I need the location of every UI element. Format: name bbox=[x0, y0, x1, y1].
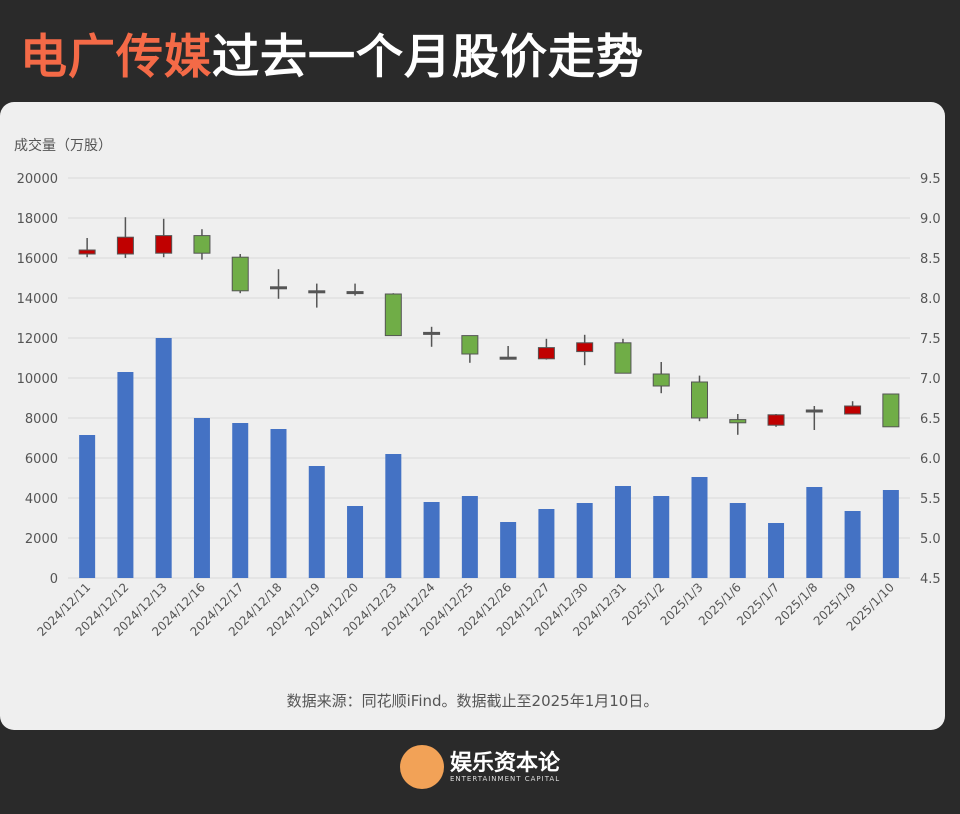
candle-body bbox=[384, 293, 402, 337]
y-tick-label: 18000 bbox=[17, 212, 58, 227]
candle-body bbox=[537, 347, 555, 360]
volume-bar bbox=[576, 503, 593, 578]
y-tick-label: 2000 bbox=[25, 532, 58, 547]
candle-body bbox=[614, 342, 632, 374]
volume-bar bbox=[882, 490, 899, 578]
candle-body bbox=[576, 342, 594, 353]
candle-body bbox=[805, 409, 823, 413]
y-tick-label: 20000 bbox=[17, 172, 58, 187]
candle-body bbox=[155, 235, 173, 254]
y2-tick-label: 9.5 bbox=[920, 172, 941, 187]
candle-body bbox=[308, 290, 326, 294]
y2-tick-label: 9.0 bbox=[920, 212, 941, 227]
candlestick-chart: 成交量（万股） 0 2000 4000 6000 8000 10000 12000 14000 1… bbox=[14, 137, 941, 639]
candle-body bbox=[193, 235, 211, 254]
volume-bar bbox=[768, 523, 785, 578]
chart-panel: 成交量（万股） 0 2000 4000 6000 8000 10000 12000 14000 1… bbox=[0, 102, 945, 730]
volume-bar bbox=[729, 503, 746, 578]
y2-tick-label: 6.5 bbox=[920, 412, 941, 427]
candle-body bbox=[78, 249, 96, 255]
y-tick-label: 12000 bbox=[17, 332, 58, 347]
volume-bar bbox=[806, 487, 823, 578]
candle-body bbox=[729, 419, 747, 424]
volume-bar bbox=[461, 496, 478, 578]
volume-bar bbox=[79, 435, 96, 578]
y-axis-title: 成交量（万股） bbox=[14, 137, 112, 154]
volume-bar bbox=[500, 522, 517, 578]
candle-body bbox=[882, 393, 900, 428]
candle-body bbox=[270, 286, 287, 290]
volume-bar bbox=[385, 454, 402, 578]
y-tick-label: 0 bbox=[50, 572, 58, 587]
volume-bar bbox=[155, 338, 172, 578]
candle-body bbox=[231, 256, 249, 292]
volume-bar bbox=[538, 509, 555, 578]
y2-tick-label: 8.5 bbox=[920, 252, 941, 267]
page-title: 电广传媒过去一个月股价走势 bbox=[20, 18, 644, 87]
brand-subtitle: ENTERTAINMENT CAPITAL bbox=[450, 775, 561, 783]
volume-bar bbox=[308, 466, 325, 578]
candle-body bbox=[767, 414, 785, 426]
candle-body bbox=[652, 373, 670, 387]
y2-tick-label: 7.5 bbox=[920, 332, 941, 347]
volume-bar bbox=[614, 486, 631, 578]
brand-name: 娱乐资本论 bbox=[450, 750, 561, 776]
y2-tick-label: 6.0 bbox=[920, 452, 941, 467]
candle-body bbox=[844, 405, 862, 415]
y2-tick-label: 7.0 bbox=[920, 372, 941, 387]
volume-bar bbox=[653, 496, 670, 578]
candle-body bbox=[461, 335, 479, 355]
volume-bar bbox=[270, 429, 287, 578]
y-tick-label: 16000 bbox=[17, 252, 58, 267]
title-rest: 过去一个月股价走势 bbox=[212, 30, 644, 85]
volume-bar bbox=[423, 502, 440, 578]
volume-bar bbox=[347, 506, 364, 578]
volume-bar bbox=[844, 511, 861, 578]
data-source-note: 数据来源：同花顺iFind。数据截止至2025年1月10日。 bbox=[286, 692, 659, 710]
volume-bar bbox=[193, 418, 210, 578]
candle-body bbox=[346, 291, 364, 295]
candle-body bbox=[691, 381, 708, 419]
y2-tick-label: 5.5 bbox=[920, 492, 941, 507]
y2-tick-label: 4.5 bbox=[920, 572, 941, 587]
candle-body bbox=[116, 236, 134, 255]
candle-body bbox=[499, 356, 517, 360]
y2-tick-label: 8.0 bbox=[920, 292, 941, 307]
title-highlight: 电广传媒 bbox=[20, 30, 212, 85]
y-tick-label: 6000 bbox=[25, 452, 58, 467]
y-tick-label: 14000 bbox=[17, 292, 58, 307]
y-tick-label: 10000 bbox=[17, 372, 58, 387]
y2-tick-label: 5.0 bbox=[920, 532, 941, 547]
volume-bar bbox=[691, 477, 708, 578]
y-tick-label: 4000 bbox=[25, 492, 58, 507]
volume-bar bbox=[232, 423, 249, 578]
brand-logo: 娱乐资本论 ENTERTAINMENT CAPITAL bbox=[400, 745, 560, 789]
mascot-icon bbox=[400, 745, 444, 789]
candle-body bbox=[423, 331, 441, 335]
y-tick-label: 8000 bbox=[25, 412, 58, 427]
volume-bar bbox=[117, 372, 134, 578]
